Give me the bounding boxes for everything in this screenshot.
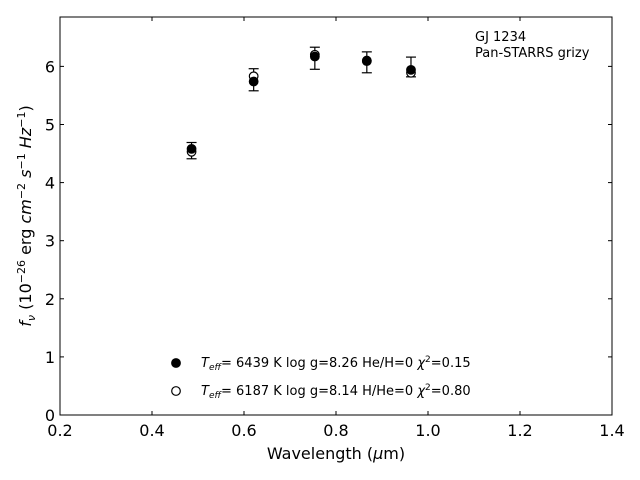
x-axis-title: Wavelength (μm) [267, 444, 405, 463]
filled-circle-point [361, 55, 372, 66]
data-points [186, 49, 416, 157]
x-tick-label: 1.4 [599, 421, 624, 440]
filled-circle-point [186, 143, 197, 154]
legend-1-comp: He/H=0 [362, 356, 413, 371]
annotation-survey: Pan-STARRS grizy [475, 46, 590, 61]
annotation-object: GJ 1234 [475, 30, 526, 45]
filled-circle-point [248, 76, 259, 87]
legend-entry-2: Teff= 6187 K log g=8.14 H/He=0 χ2=0.80 [201, 383, 471, 401]
error-bars [186, 46, 416, 160]
legend-1-chi2: =0.15 [431, 356, 471, 371]
x-tick-label: 0.4 [139, 421, 164, 440]
y-axis-title: fν (10−26 erg cm−2 s−1 Hz−1) [15, 105, 38, 326]
legend-2-logg: log g=8.14 [286, 384, 358, 399]
x-tick-label: 0.8 [323, 421, 348, 440]
x-tick-label: 1.2 [507, 421, 532, 440]
legend-2-comp: H/He=0 [362, 384, 413, 399]
legend-marker-open [171, 386, 181, 396]
legend-marker-filled [171, 358, 181, 368]
y-tick-label: 0 [45, 406, 55, 425]
y-tick-label: 6 [45, 57, 55, 76]
y-axis-ticks: 0 1 2 3 4 5 6 [45, 57, 612, 425]
y-tick-label: 1 [45, 348, 55, 367]
x-tick-label: 0.2 [47, 421, 72, 440]
y-tick-label: 5 [45, 115, 55, 134]
filled-circle-point [406, 64, 416, 75]
x-tick-label: 0.6 [231, 421, 256, 440]
y-tick-label: 2 [45, 290, 55, 309]
filled-circle-point [309, 51, 320, 62]
y-tick-label: 3 [45, 232, 55, 251]
legend-1-teff: 6439 K [236, 356, 282, 371]
y-tick-label: 4 [45, 174, 55, 193]
legend-2-chi2: =0.80 [431, 384, 471, 399]
x-tick-label: 1.0 [415, 421, 440, 440]
legend-1-logg: log g=8.26 [286, 356, 358, 371]
legend-entry-1: Teff= 6439 K log g=8.26 He/H=0 χ2=0.15 [201, 355, 471, 373]
legend-2-teff: 6187 K [236, 384, 282, 399]
x-axis-ticks: 0.2 0.4 0.6 0.8 1.0 1.2 1.4 [47, 17, 625, 440]
legend: Teff= 6439 K log g=8.26 He/H=0 χ2=0.15 T… [171, 355, 471, 401]
